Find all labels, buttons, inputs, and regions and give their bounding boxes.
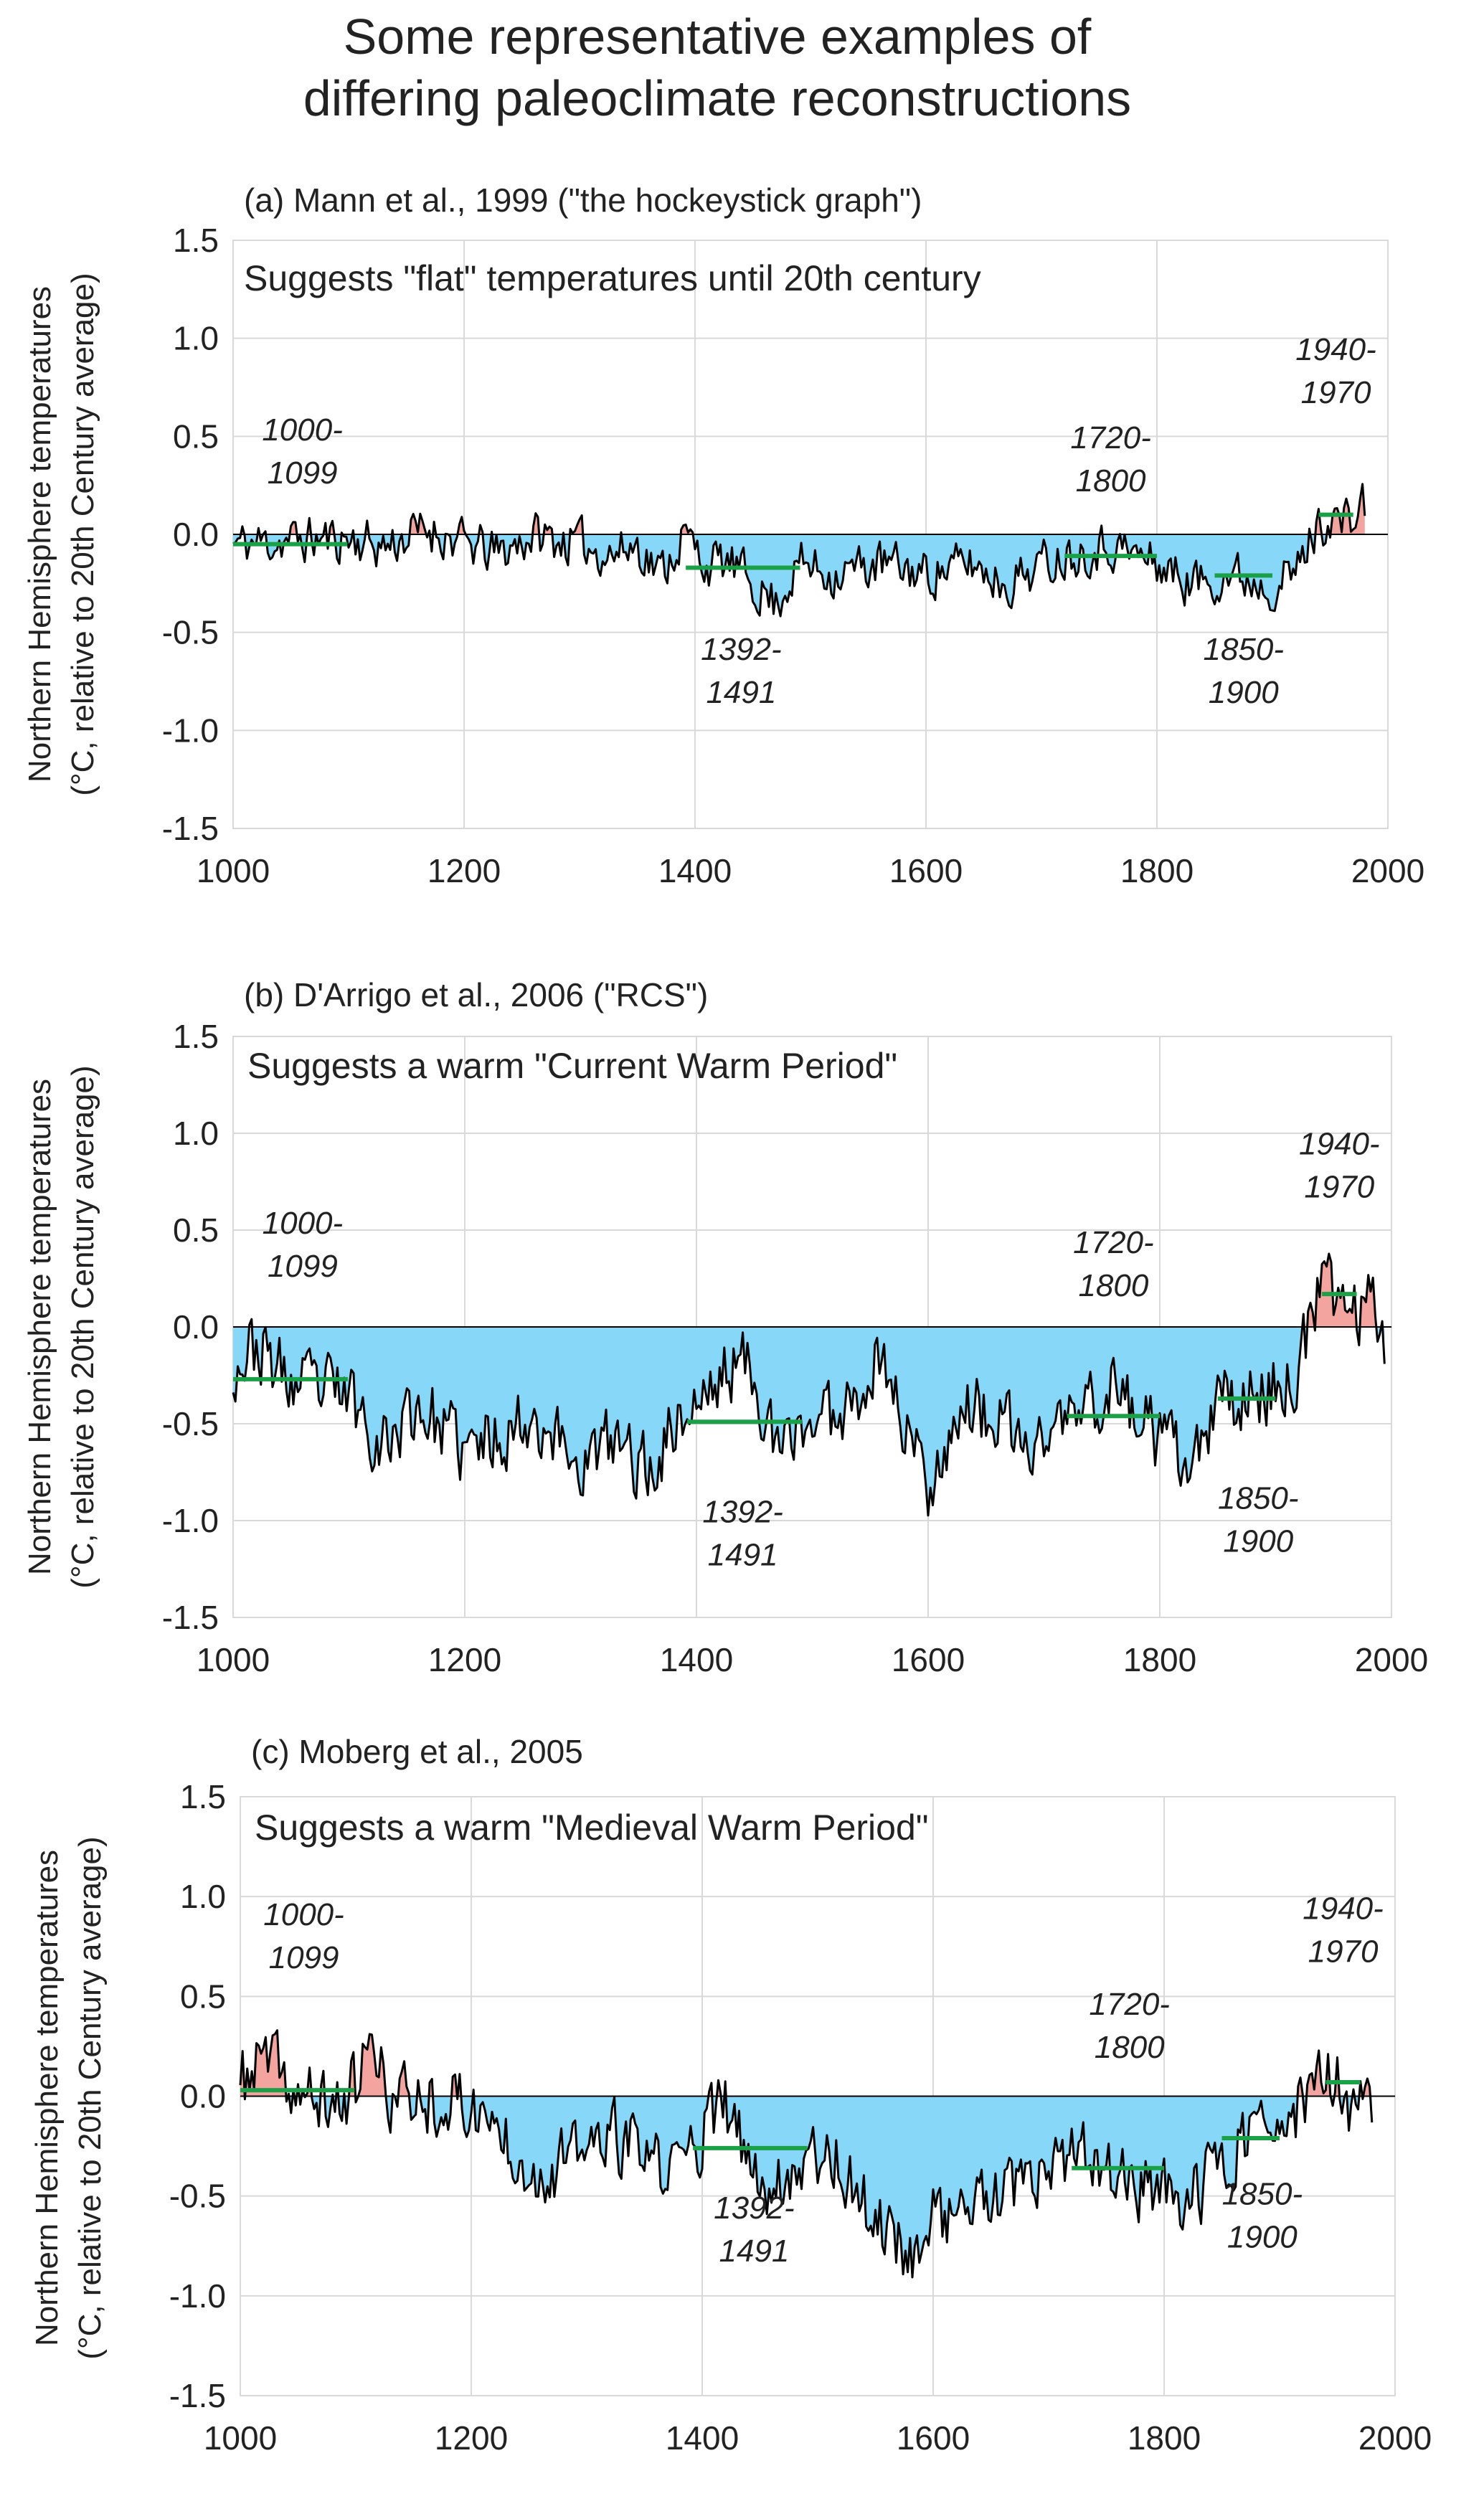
period-label-top: 1720- — [1073, 1225, 1154, 1260]
period-label-top: 1850- — [1203, 632, 1284, 667]
panel-title: (b) D'Arrigo et al., 2006 ("RCS") — [244, 976, 708, 1013]
y-tick-label: -1.5 — [169, 2377, 226, 2414]
period-label-top: 1850- — [1218, 1481, 1299, 1516]
x-tick-label: 1000 — [197, 1641, 270, 1678]
y-tick-label: 1.0 — [180, 1878, 226, 1915]
chart-panel-a: 1000- 1099 1392- 1491 1720- 1800 1850- 1900 1940… — [22, 181, 1424, 889]
x-tick-label: 1200 — [428, 1641, 501, 1678]
y-tick-label: -0.5 — [169, 2178, 226, 2215]
y-tick-label: 1.5 — [173, 1018, 219, 1055]
period-label-top: 1392- — [702, 1494, 783, 1529]
y-tick-label: -0.5 — [162, 1405, 219, 1442]
period-label-top: 1940- — [1299, 1126, 1380, 1161]
period-label-bottom: 1800 — [1078, 1268, 1148, 1303]
x-tick-label: 1400 — [658, 852, 732, 889]
x-tick-label: 2000 — [1355, 1641, 1428, 1678]
x-tick-label: 2000 — [1351, 852, 1424, 889]
period-label-bottom: 1900 — [1227, 2219, 1298, 2254]
period-label-bottom: 1900 — [1223, 1524, 1293, 1559]
period-label-top: 1850- — [1222, 2176, 1303, 2211]
period-label-bottom: 1491 — [719, 2234, 790, 2269]
y-tick-label: -1.0 — [162, 712, 219, 749]
temperature-series-line — [239, 2029, 1374, 2279]
x-tick-label: 2000 — [1358, 2419, 1432, 2457]
period-label-bottom: 1099 — [268, 455, 338, 491]
x-tick-label: 1600 — [892, 1641, 965, 1678]
panel-note: Suggests a warm "Current Warm Period" — [247, 1046, 897, 1086]
y-tick-label: 1.5 — [173, 222, 219, 259]
y-tick-label: 0.5 — [180, 1977, 226, 2015]
x-tick-label: 1200 — [427, 852, 501, 889]
period-label-top: 1720- — [1070, 420, 1151, 455]
period-label-top: 1000- — [263, 1206, 344, 1241]
y-tick-label: 1.0 — [173, 320, 219, 357]
y-tick-label: 1.5 — [180, 1778, 226, 1815]
y-tick-label: -0.5 — [162, 614, 219, 651]
x-tick-label: 1400 — [666, 2419, 739, 2457]
x-tick-label: 1000 — [197, 852, 270, 889]
period-label-bottom: 1800 — [1076, 463, 1146, 498]
period-label-bottom: 1491 — [706, 675, 776, 710]
panel-note: Suggests "flat" temperatures until 20th … — [244, 258, 981, 298]
x-tick-label: 1600 — [897, 2419, 970, 2457]
y-tick-label: 0.0 — [173, 516, 219, 553]
y-axis-label-line-2: (°C, relative to 20th Century average) — [65, 1065, 100, 1588]
temperature-series-line — [232, 483, 1366, 618]
period-label-top: 1392- — [701, 632, 782, 667]
y-axis-label-line-2: (°C, relative to 20th Century average) — [65, 273, 100, 795]
panel-title: (c) Moberg et al., 2005 — [251, 1733, 583, 1770]
x-tick-label: 1600 — [889, 852, 963, 889]
y-tick-label: 0.5 — [173, 417, 219, 455]
x-tick-label: 1400 — [660, 1641, 733, 1678]
period-label-bottom: 1099 — [268, 1249, 338, 1284]
x-tick-label: 1800 — [1123, 1641, 1196, 1678]
x-tick-label: 1200 — [435, 2419, 508, 2457]
period-label-bottom: 1800 — [1095, 2030, 1165, 2065]
x-tick-label: 1000 — [204, 2419, 277, 2457]
y-axis-label-line-2: (°C, relative to 20th Century average) — [72, 1836, 108, 2359]
y-axis-label-line-1: Northern Hemisphere temperatures — [22, 286, 57, 783]
figure-title-line-1: Some representative examples of — [343, 9, 1092, 65]
y-tick-label: -1.0 — [169, 2277, 226, 2315]
below-average-fill — [240, 2096, 1372, 2277]
x-tick-label: 1800 — [1120, 852, 1194, 889]
below-average-fill — [233, 534, 1365, 617]
period-label-top: 1000- — [262, 412, 343, 448]
panel-note: Suggests a warm "Medieval Warm Period" — [255, 1807, 929, 1848]
y-axis-label-line-1: Northern Hemisphere temperatures — [22, 1079, 57, 1575]
y-tick-label: 0.0 — [180, 2078, 226, 2115]
x-tick-label: 1800 — [1128, 2419, 1201, 2457]
chart-panel-c: 1000- 1099 1392- 1491 1720- 1800 1850- 1900 1940… — [29, 1733, 1432, 2457]
period-label-bottom: 1900 — [1209, 675, 1279, 710]
figure-title: Some representative examples of differin… — [0, 6, 1435, 129]
temperature-series-line — [232, 1252, 1386, 1517]
y-tick-label: 0.5 — [173, 1211, 219, 1249]
y-tick-label: 1.0 — [173, 1115, 219, 1152]
y-axis-label-line-1: Northern Hemisphere temperatures — [29, 1850, 65, 2346]
figure-title-line-2: differing paleoclimate reconstructions — [303, 70, 1132, 126]
period-label-bottom: 1970 — [1301, 375, 1371, 410]
period-label-bottom: 1491 — [708, 1537, 778, 1572]
period-label-top: 1940- — [1303, 1891, 1384, 1926]
y-tick-label: 0.0 — [173, 1308, 219, 1346]
period-label-top: 1392- — [714, 2191, 795, 2226]
period-label-bottom: 1970 — [1304, 1169, 1374, 1204]
period-label-bottom: 1970 — [1308, 1934, 1379, 1969]
period-label-top: 1940- — [1295, 332, 1376, 367]
y-tick-label: -1.5 — [162, 810, 219, 847]
period-label-bottom: 1099 — [269, 1940, 339, 1975]
period-label-top: 1720- — [1089, 1987, 1170, 2022]
y-tick-label: -1.5 — [162, 1599, 219, 1636]
y-tick-label: -1.0 — [162, 1502, 219, 1539]
chart-panel-b: 1000- 1099 1392- 1491 1720- 1800 1850- 1900 1940… — [22, 976, 1428, 1678]
period-label-top: 1000- — [263, 1897, 344, 1932]
panel-title: (a) Mann et al., 1999 ("the hockeystick … — [244, 181, 922, 219]
